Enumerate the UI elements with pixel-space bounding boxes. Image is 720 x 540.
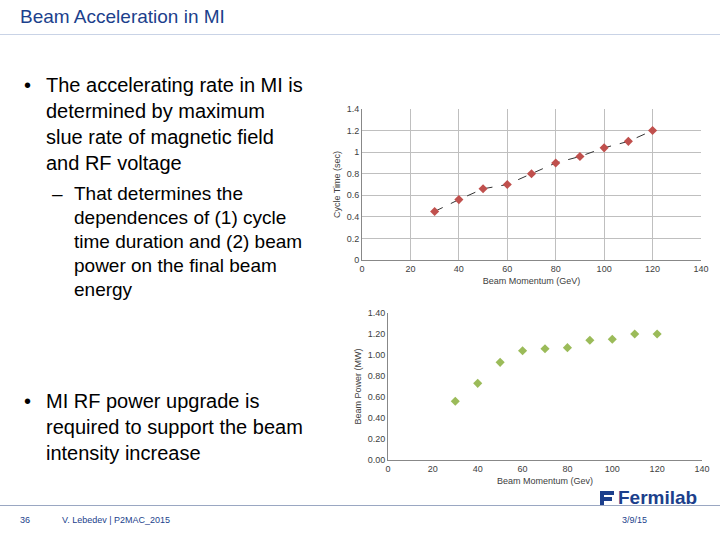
svg-text:80: 80 [551, 264, 561, 274]
svg-text:0: 0 [354, 255, 359, 265]
svg-text:60: 60 [502, 264, 512, 274]
html-text:Beam Acceleration in MI: Beam Acceleration in MI [20, 6, 225, 27]
svg-text:0.6: 0.6 [347, 190, 360, 200]
svg-text:140: 140 [694, 464, 709, 474]
svg-text:40: 40 [454, 264, 464, 274]
html-text:The accelerating rate in MI is: The accelerating rate in MI is determine… [46, 74, 303, 174]
svg-text:0.40: 0.40 [368, 413, 386, 423]
svg-text:1.2: 1.2 [347, 126, 360, 136]
svg-text:0.80: 0.80 [368, 371, 386, 381]
svg-text:80: 80 [562, 464, 572, 474]
svg-text:20: 20 [405, 264, 415, 274]
svg-text:100: 100 [605, 464, 620, 474]
svg-text:1.4: 1.4 [347, 104, 360, 114]
svg-text:Beam Power (MW): Beam Power (MW) [353, 348, 363, 424]
html-text:MI RF power upgrade is require: MI RF power upgrade is required to suppo… [46, 390, 303, 464]
svg-text:120: 120 [645, 264, 660, 274]
svg-text:Beam Momentum (Gev): Beam Momentum (Gev) [497, 476, 593, 486]
svg-text:0.4: 0.4 [347, 212, 360, 222]
svg-text:140: 140 [693, 264, 708, 274]
svg-text:1.20: 1.20 [368, 329, 386, 339]
svg-text:0: 0 [359, 264, 364, 274]
svg-text:0.00: 0.00 [368, 455, 386, 465]
html-text:36: 36 [20, 515, 30, 525]
svg-text:0.2: 0.2 [347, 234, 360, 244]
svg-text:0.60: 0.60 [368, 392, 386, 402]
svg-text:1: 1 [354, 147, 359, 157]
svg-text:Beam Momentum (GeV): Beam Momentum (GeV) [483, 276, 581, 286]
svg-text:Cycle Time (sec): Cycle Time (sec) [332, 151, 342, 218]
svg-text:40: 40 [473, 464, 483, 474]
svg-text:120: 120 [650, 464, 665, 474]
svg-text:0: 0 [385, 464, 390, 474]
svg-text:100: 100 [597, 264, 612, 274]
html-text:Fermilab: Fermilab [618, 487, 698, 508]
svg-text:60: 60 [518, 464, 528, 474]
html-text:That determines the dependence: That determines the dependences of (1) c… [74, 183, 303, 300]
html-text:3/9/15: 3/9/15 [622, 515, 647, 525]
svg-text:1.40: 1.40 [368, 308, 386, 318]
html-text:V. Lebedev | P2MAC_2015: V. Lebedev | P2MAC_2015 [62, 515, 171, 525]
svg-text:0.8: 0.8 [347, 169, 360, 179]
svg-text:1.00: 1.00 [368, 350, 386, 360]
svg-text:0.20: 0.20 [368, 434, 386, 444]
svg-text:20: 20 [428, 464, 438, 474]
